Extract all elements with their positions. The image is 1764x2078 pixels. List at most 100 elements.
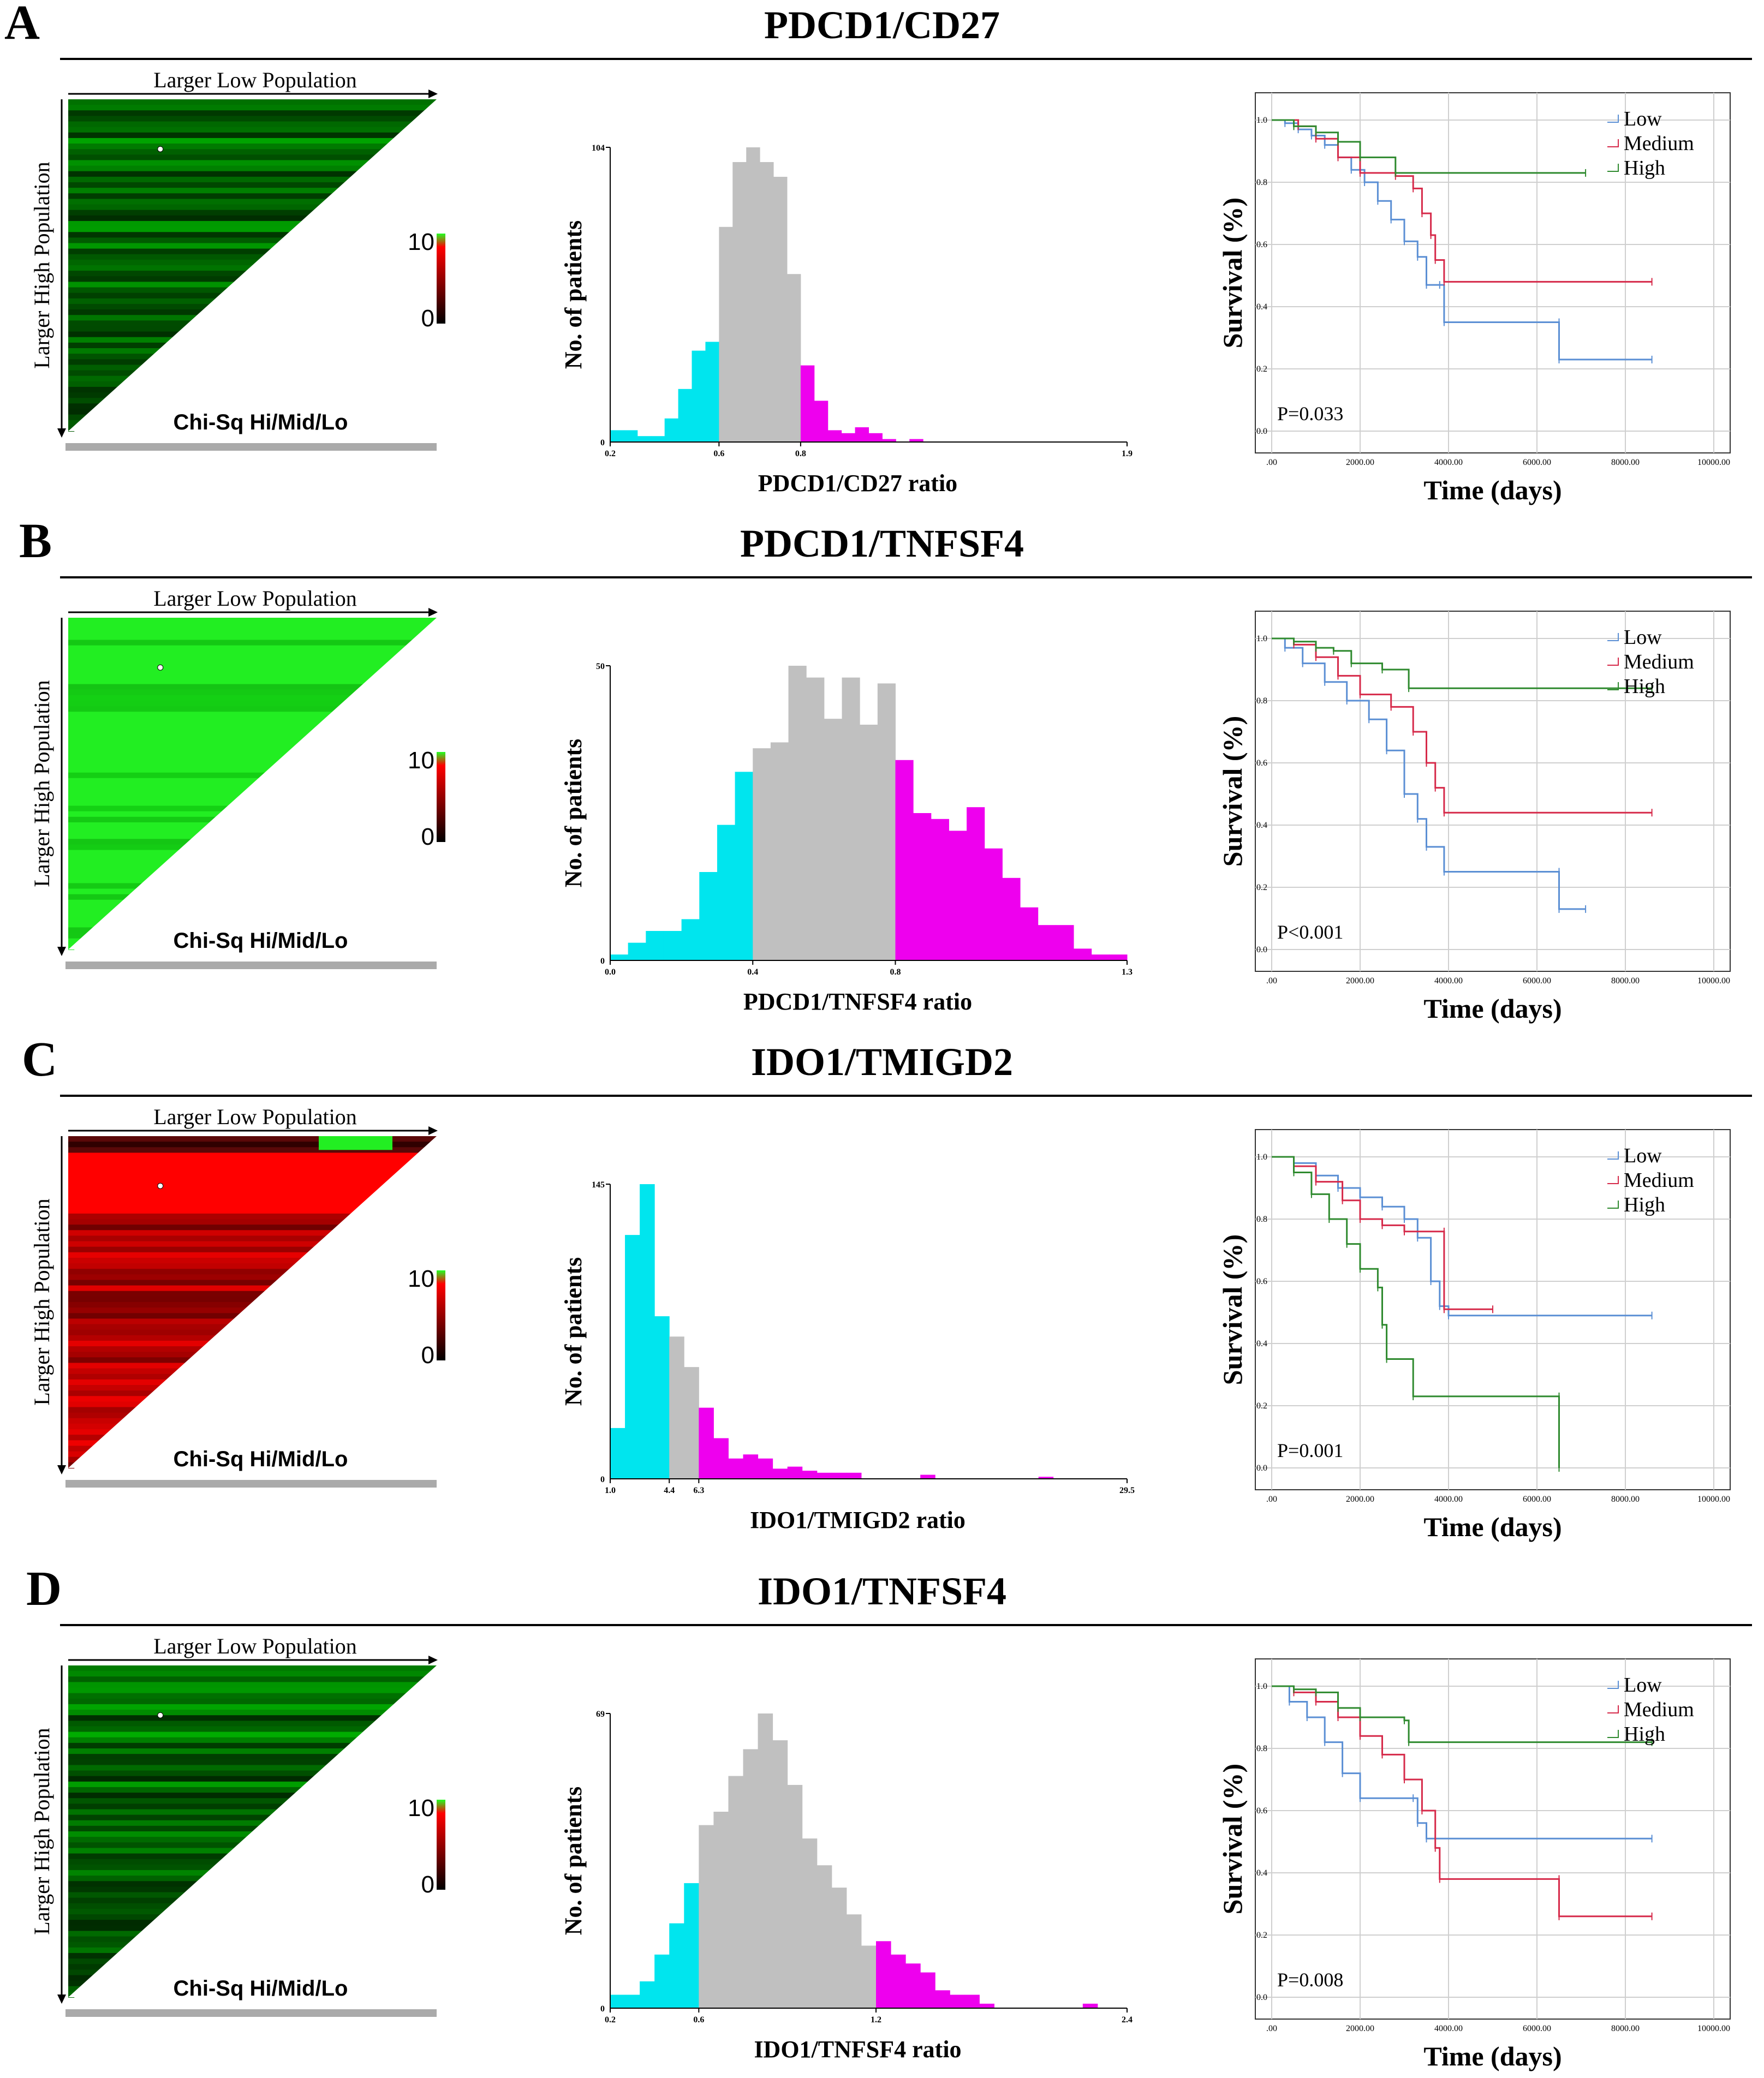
heatmap-left-label: Larger High Population	[29, 680, 54, 887]
heatmap-band	[68, 750, 289, 757]
histogram-bar	[788, 666, 807, 960]
scale-min-label: 0	[421, 1342, 434, 1369]
legend-label: Medium	[1624, 1698, 1694, 1721]
heatmap-band	[68, 127, 406, 133]
histogram-bar	[728, 1776, 744, 2008]
x-tick-label: 2000.00	[1346, 1495, 1374, 1504]
histogram-bar	[984, 848, 1003, 960]
legend-swatch	[1607, 682, 1619, 690]
left-arrowhead	[57, 947, 66, 956]
scale-max-label: 10	[408, 1265, 434, 1292]
heatmap-band	[68, 1798, 289, 1805]
heatmap-band	[68, 850, 179, 856]
histogram-bar	[905, 1963, 921, 2008]
heatmap-band	[68, 1363, 185, 1369]
heatmap-band	[68, 248, 271, 255]
histogram-bar	[806, 677, 825, 960]
heatmap-band	[68, 1435, 105, 1441]
histogram-chart: 145 01.0 4.4 6.3 29.5 IDO1/TMIGD2 ratio No. of…	[560, 1180, 1135, 1533]
x-tick-label: 8000.00	[1611, 1495, 1640, 1504]
histogram-bar	[705, 342, 719, 442]
heatmap-band	[68, 1423, 117, 1430]
heatmap-mask	[68, 99, 437, 431]
heatmap-band	[68, 1698, 400, 1705]
heatmap-band	[68, 673, 376, 679]
heatmap-band	[68, 1876, 204, 1882]
histogram-bar	[625, 1995, 640, 2008]
heatmap-band	[68, 745, 296, 751]
survival-curve-high	[1272, 1685, 1652, 1743]
heatmap-band	[68, 872, 154, 879]
x-tick-label: 2.4	[1122, 2015, 1133, 2025]
histogram-bar	[743, 1749, 759, 2008]
heatmap-band	[68, 1814, 271, 1821]
plot-frame	[1255, 92, 1731, 453]
heatmap-band	[68, 320, 191, 327]
heatmap-top-label: Larger Low Population	[153, 68, 357, 92]
heatmap-band	[68, 1737, 357, 1743]
heatmap-band	[68, 1263, 296, 1270]
heatmap-band	[68, 650, 400, 657]
heatmap-band	[68, 265, 253, 272]
histogram-bar	[773, 177, 788, 442]
y-tick-label: 0.4	[1256, 1339, 1267, 1348]
heatmap-band	[68, 144, 388, 150]
heatmap-band	[68, 1687, 412, 1694]
heatmap-band	[68, 656, 394, 663]
histogram-bar	[772, 1468, 788, 1479]
heatmap-band	[68, 154, 376, 161]
histogram-bar	[699, 872, 718, 960]
heatmap-top-label: Larger Low Population	[153, 586, 357, 611]
histogram-y-label: No. of patients	[560, 1787, 587, 1936]
x-tick-label: 0.8	[890, 968, 901, 977]
heatmap-chart: Larger Low Population Larger High Populat…	[29, 68, 445, 451]
heatmap-mask	[68, 618, 437, 950]
heatmap-band	[68, 1710, 388, 1716]
heatmap-band	[68, 1671, 431, 1677]
heatmap-band	[68, 292, 222, 299]
histogram-bar	[913, 813, 932, 960]
heatmap-band	[68, 1396, 148, 1402]
heatmap-band	[68, 348, 160, 355]
heatmap-band	[68, 1329, 222, 1336]
heatmap-band	[68, 1219, 345, 1226]
y-tick-label: 0.6	[1256, 1277, 1267, 1286]
left-arrowhead	[57, 1995, 66, 2004]
histogram-bar	[967, 807, 985, 960]
histogram-bar	[623, 430, 638, 442]
heatmap-band	[68, 839, 191, 845]
heatmap-band	[68, 1412, 130, 1419]
histogram-bar	[817, 1865, 832, 2008]
bottom-bar	[65, 962, 437, 969]
heatmap-band	[68, 1153, 419, 1159]
heatmap-left-label: Larger High Population	[29, 162, 54, 368]
heatmap-band	[68, 1908, 166, 1915]
heatmap-band	[68, 1825, 259, 1832]
x-tick-label: 1.2	[871, 2015, 881, 2025]
x-tick-label: 4000.00	[1434, 458, 1463, 467]
heatmap-band	[68, 756, 283, 762]
histogram-bar	[846, 1472, 862, 1479]
heatmap-band	[68, 717, 326, 724]
top-arrowhead	[428, 89, 438, 98]
histogram-chart: 69 00.2 0.6 1.2 2.4 IDO1/TNFSF4 ratio No. of p…	[560, 1710, 1133, 2063]
heatmap-band	[68, 1379, 166, 1386]
p-value: P=0.008	[1277, 1969, 1343, 1991]
heatmap-band	[68, 1296, 259, 1303]
histogram-y-label: No. of patients	[560, 1257, 587, 1406]
heatmap-band	[68, 1385, 160, 1392]
bottom-bar	[65, 443, 437, 451]
heatmap-band	[68, 678, 370, 685]
legend-swatch	[1607, 1681, 1619, 1689]
heatmap-band	[68, 1787, 302, 1794]
histogram-bar	[625, 1235, 640, 1479]
heatmap-band	[68, 298, 216, 304]
histogram-bar	[1038, 925, 1056, 960]
legend-label: Medium	[1624, 1169, 1694, 1192]
panel-title: IDO1/TMIGD2	[750, 1040, 1014, 1084]
legend-swatch	[1607, 1151, 1619, 1160]
heatmap-band	[68, 1892, 185, 1898]
x-tick-label: 0.0	[605, 968, 616, 977]
histogram-bar	[628, 942, 646, 960]
heatmap-band	[68, 1770, 320, 1777]
